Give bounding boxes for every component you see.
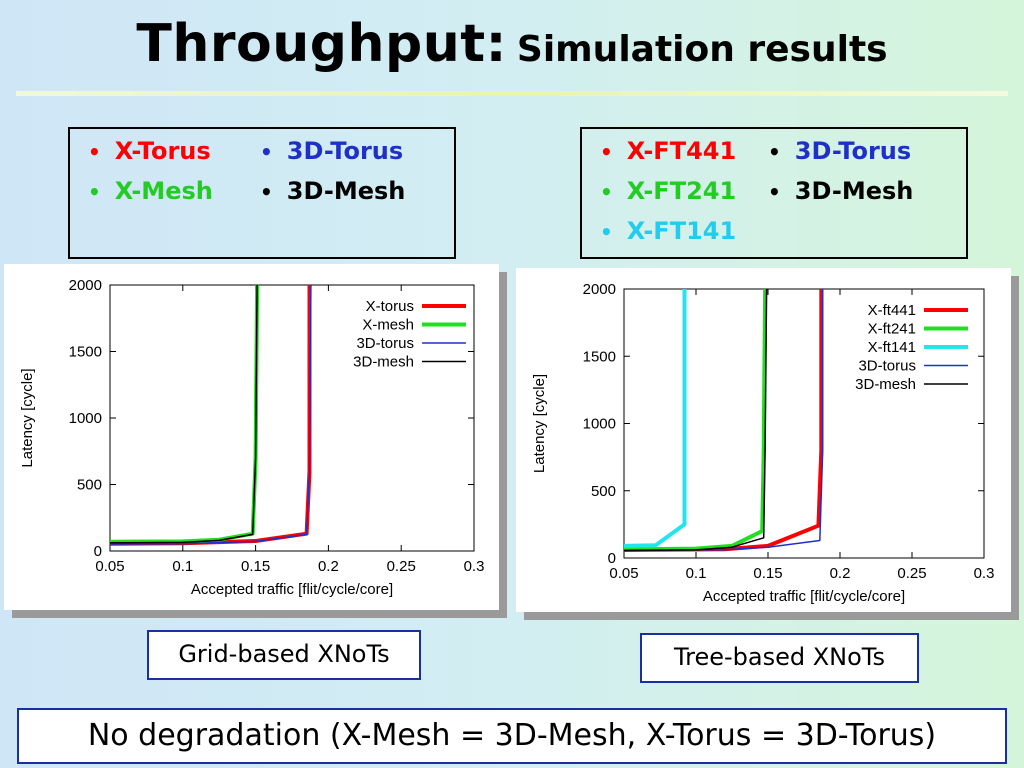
legend-label: 3D-Torus — [794, 137, 912, 165]
bullet-icon: • — [600, 180, 613, 204]
bullet-icon: • — [768, 180, 781, 204]
legend-entry-label: 3D-torus — [858, 358, 916, 375]
y-axis-label: Latency [cycle] — [19, 368, 36, 467]
legend-label: X-FT141 — [626, 217, 737, 245]
y-tick-label: 1500 — [69, 344, 102, 361]
y-tick-label: 0 — [94, 543, 102, 560]
legend-entry-label: 3D-torus — [356, 335, 414, 352]
bullet-icon: • — [88, 180, 101, 204]
conclusion-banner: No degradation (X-Mesh = 3D-Mesh, X-Toru… — [17, 708, 1007, 764]
right-chart-caption: Tree-based XNoTs — [640, 633, 919, 683]
legend-item-x-torus: • X-Torus — [88, 137, 211, 165]
legend-entry-label: X-mesh — [362, 317, 414, 334]
bullet-icon: • — [768, 140, 781, 164]
legend-label: X-FT441 — [626, 137, 737, 165]
legend-label: X-Mesh — [114, 177, 213, 205]
legend-entry-label: X-ft441 — [868, 302, 916, 319]
series-line-3d-torus — [110, 285, 312, 545]
title-main: Throughput: — [136, 14, 507, 74]
legend-label: 3D-Mesh — [286, 177, 406, 205]
y-tick-label: 500 — [77, 477, 102, 494]
series-line-x-ft441 — [624, 289, 824, 552]
slide-title: Throughput: Simulation results — [0, 14, 1024, 74]
x-tick-label: 0.25 — [897, 565, 926, 582]
left-chart-panel: 0.05 0.1 0.15 0.2 0.25 0.3 0 500 1000 1500 2000 Acc… — [4, 264, 499, 610]
legend-label: X-FT241 — [626, 177, 737, 205]
bullet-icon: • — [600, 220, 613, 244]
legend-label: X-Torus — [114, 137, 211, 165]
grid-based-latency-chart: 0.05 0.1 0.15 0.2 0.25 0.3 0 500 1000 1500 2000 Acc… — [19, 277, 485, 598]
legend-entry-label: X-ft141 — [868, 339, 916, 356]
x-tick-label: 0.2 — [318, 558, 339, 575]
y-tick-label: 1500 — [583, 348, 616, 365]
x-tick-label: 0.25 — [387, 558, 416, 575]
series-line-x-ft241 — [624, 289, 768, 552]
legend-item-x-mesh: • X-Mesh — [88, 177, 213, 205]
legend-entry-label: X-torus — [366, 298, 414, 315]
y-tick-label: 0 — [608, 550, 616, 567]
legend-item-x-ft141: • X-FT141 — [600, 217, 736, 245]
x-tick-label: 0.15 — [753, 565, 782, 582]
bullet-icon: • — [88, 140, 101, 164]
legend-item-3d-torus: • 3D-Torus — [768, 137, 911, 165]
right-chart-panel: 0.05 0.1 0.15 0.2 0.25 0.3 0 500 1000 1500 2000 Acc… — [516, 268, 1011, 612]
legend-label: 3D-Torus — [286, 137, 404, 165]
series-line-x-mesh — [110, 285, 260, 544]
left-chart-caption: Grid-based XNoTs — [147, 630, 421, 680]
x-tick-label: 0.3 — [464, 558, 485, 575]
x-tick-label: 0.05 — [609, 565, 638, 582]
y-tick-label: 2000 — [583, 281, 616, 298]
series-line-3d-mesh — [624, 289, 768, 552]
bullet-icon: • — [600, 140, 613, 164]
y-tick-label: 1000 — [69, 410, 102, 427]
y-tick-label: 1000 — [583, 416, 616, 433]
series-line-x-torus — [110, 285, 312, 546]
legend-label: 3D-Mesh — [794, 177, 914, 205]
x-axis-label: Accepted traffic [flit/cycle/core] — [703, 588, 905, 605]
series-line-3d-torus — [624, 289, 824, 551]
legend-entry-label: 3D-mesh — [855, 376, 916, 393]
y-axis-label: Latency [cycle] — [531, 374, 548, 473]
title-sub: Simulation results — [516, 29, 888, 70]
y-tick-label: 2000 — [69, 277, 102, 294]
bullet-icon: • — [260, 180, 273, 204]
legend-item-3d-torus: • 3D-Torus — [260, 137, 403, 165]
legend-item-x-ft441: • X-FT441 — [600, 137, 736, 165]
legend-item-3d-mesh: • 3D-Mesh — [768, 177, 913, 205]
legend-entry-label: 3D-mesh — [353, 354, 414, 371]
x-tick-label: 0.3 — [974, 565, 995, 582]
x-tick-label: 0.2 — [830, 565, 851, 582]
series-line-x-ft141 — [624, 289, 687, 548]
legend-item-3d-mesh: • 3D-Mesh — [260, 177, 405, 205]
y-tick-label: 500 — [591, 483, 616, 500]
left-legend-box: • X-Torus • 3D-Torus • X-Mesh • 3D-Mesh — [68, 127, 456, 259]
plot-frame — [109, 284, 475, 552]
legend-item-x-ft241: • X-FT241 — [600, 177, 736, 205]
x-axis-label: Accepted traffic [flit/cycle/core] — [191, 581, 393, 598]
x-tick-label: 0.1 — [172, 558, 193, 575]
series-line-3d-mesh — [110, 285, 258, 544]
x-tick-label: 0.1 — [686, 565, 707, 582]
legend-entry-label: X-ft241 — [868, 321, 916, 338]
right-legend-box: • X-FT441 • 3D-Torus • X-FT241 • 3D-Mesh • X-… — [580, 127, 968, 259]
title-underline — [16, 91, 1008, 96]
x-tick-label: 0.15 — [241, 558, 270, 575]
tree-based-latency-chart: 0.05 0.1 0.15 0.2 0.25 0.3 0 500 1000 1500 2000 Acc… — [531, 281, 995, 605]
bullet-icon: • — [260, 140, 273, 164]
x-tick-label: 0.05 — [95, 558, 124, 575]
